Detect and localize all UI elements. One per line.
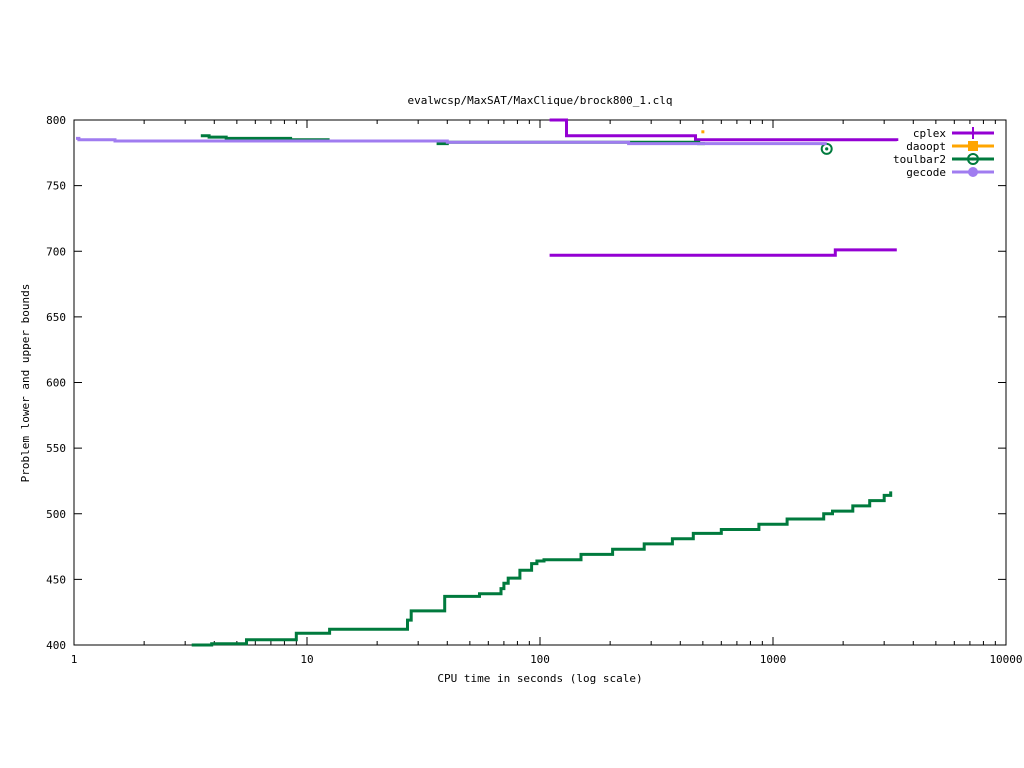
series-line-toulbar2 xyxy=(200,134,330,142)
series-toulbar2 xyxy=(191,134,893,647)
legend-item-cplex: cplex xyxy=(913,127,994,140)
y-tick-label: 600 xyxy=(46,377,66,390)
y-tick-label: 750 xyxy=(46,180,66,193)
y-axis-label: Problem lower and upper bounds xyxy=(19,284,32,483)
y-tick-label: 800 xyxy=(46,114,66,127)
x-axis: 1 10 100 1000 10000 xyxy=(71,120,1023,666)
series-layer xyxy=(76,118,899,647)
y-tick-label: 400 xyxy=(46,639,66,652)
legend-marker xyxy=(968,167,978,177)
data-point-toulbar2 xyxy=(820,142,833,155)
x-tick-label: 10000 xyxy=(989,653,1022,666)
legend-marker xyxy=(968,141,978,151)
x-tick-label: 1000 xyxy=(760,653,787,666)
legend-item-toulbar2: toulbar2 xyxy=(893,153,994,166)
legend-item-daoopt: daoopt xyxy=(906,140,994,153)
x-tick-label: 1 xyxy=(71,653,78,666)
legend-marker xyxy=(967,153,979,165)
series-gecode xyxy=(76,136,827,146)
plot-area xyxy=(73,119,1007,646)
legend-marker xyxy=(967,127,979,139)
series-line-toulbar2 xyxy=(191,491,893,647)
legend-item-gecode: gecode xyxy=(906,166,994,179)
y-tick-label: 500 xyxy=(46,508,66,521)
legend-label: cplex xyxy=(913,127,946,140)
legend-label: toulbar2 xyxy=(893,153,946,166)
data-point-daoopt xyxy=(701,130,705,134)
y-axis: 400 450 500 550 600 650 700 750 800 xyxy=(46,114,1006,652)
y-tick-label: 450 xyxy=(46,573,66,586)
y-tick-label: 650 xyxy=(46,311,66,324)
series-daoopt xyxy=(701,130,705,134)
series-cplex xyxy=(549,118,899,257)
x-tick-label: 100 xyxy=(530,653,550,666)
y-tick-label: 700 xyxy=(46,245,66,258)
series-line-cplex xyxy=(549,118,899,142)
y-tick-label: 550 xyxy=(46,442,66,455)
chart-title: evalwcsp/MaxSAT/MaxClique/brock800_1.clq xyxy=(408,94,673,107)
legend-label: gecode xyxy=(906,166,946,179)
x-tick-label: 10 xyxy=(300,653,313,666)
legend-label: daoopt xyxy=(906,140,946,153)
x-axis-label: CPU time in seconds (log scale) xyxy=(437,672,642,685)
series-line-cplex xyxy=(549,248,897,257)
series-line-gecode xyxy=(76,136,827,146)
